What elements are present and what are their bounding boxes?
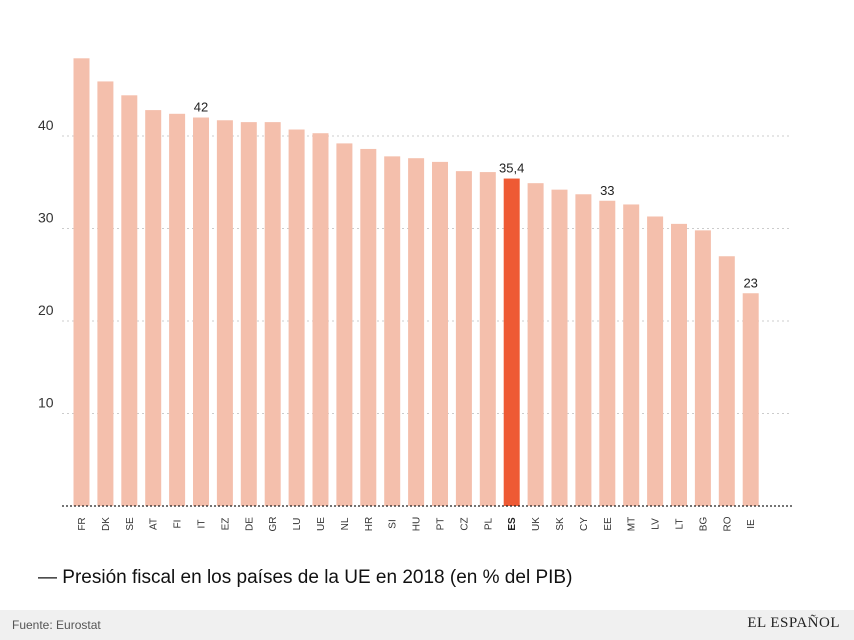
x-tick-label-lv: LV [651,518,662,530]
bar-es [503,178,520,507]
bar-se [121,95,138,507]
x-tick-label-cy: CY [579,517,590,531]
bar-bg [694,230,711,506]
data-label-it: 42 [194,100,208,115]
footer-bar: Fuente: Eurostat EL ESPAÑOL [0,610,854,640]
bar-hr [360,148,377,506]
x-tick-label-pl: PL [483,517,494,530]
y-tick-label-30: 30 [38,210,54,226]
bar-de [240,122,257,506]
bar-gr [264,122,281,506]
x-tick-label-hr: HR [364,517,375,531]
x-tick-label-fi: FI [173,520,184,529]
bar-dk [97,81,114,507]
bar-lu [288,129,305,506]
bar-at [145,110,162,506]
bar-sk [551,189,568,506]
bar-hu [408,158,425,506]
x-tick-label-lu: LU [292,518,303,531]
x-tick-label-fr: FR [77,517,88,530]
bar-chart: 10 20 30 40 FR DK SE AT FI IT EZ DE GR LU UE NL HR SI HU P… [38,58,792,532]
bar-fi [169,113,186,507]
y-tick-label-10: 10 [38,395,54,411]
bar-si [384,156,401,506]
y-tick-label-40: 40 [38,117,54,133]
x-tick-label-uk: UK [531,517,542,531]
brand-logo: EL ESPAÑOL [747,615,840,631]
x-tick-label-sk: SK [555,517,566,531]
bar-lt [671,223,687,506]
bar-pt [432,161,448,506]
bar-ue [312,133,329,506]
x-tick-label-se: SE [125,517,136,531]
x-tick-label-mt: MT [627,517,638,531]
x-tick-label-hu: HU [412,517,423,531]
data-label-es: 35,4 [499,161,524,176]
y-tick-label-20: 20 [38,302,54,318]
x-tick-label-dk: DK [101,517,112,531]
bar-mt [623,204,640,506]
bar-pl [479,172,496,506]
bar-cy [575,194,592,506]
x-tick-label-nl: NL [340,517,351,530]
bar-it [193,117,209,506]
x-tick-label-it: IT [197,520,208,529]
chart-title: — Presión fiscal en los países de la UE … [38,567,573,588]
x-tick-label-ro: RO [722,516,733,531]
data-labels: 42 35,4 33 23 [194,100,758,291]
x-tick-label-ue: UE [316,517,327,531]
x-tick-label-ee: EE [603,517,614,531]
bar-nl [336,143,353,506]
bar-ez [216,120,233,507]
bar-uk [527,183,544,507]
x-tick-label-gr: GR [268,517,279,532]
bar-ro [718,256,735,506]
y-axis-ticks: 10 20 30 40 [38,117,54,411]
x-tick-label-cz: CZ [459,517,470,530]
x-axis-ticks: FR DK SE AT FI IT EZ DE GR LU UE NL HR SI HU PT CZ PL ES UK… [77,516,757,531]
x-tick-label-de: DE [244,517,255,531]
bar-lv [647,216,664,506]
source-note: Fuente: Eurostat [12,618,101,632]
x-tick-label-bg: BG [698,517,709,532]
data-label-ee: 33 [600,183,614,198]
x-tick-label-si: SI [388,519,399,528]
bar-ie [742,293,759,506]
x-tick-label-ie: IE [746,519,757,529]
x-tick-label-es: ES [507,517,518,531]
x-tick-label-lt: LT [675,519,686,530]
bars [73,58,759,507]
bar-cz [455,171,472,506]
bar-fr [73,58,90,507]
bar-ee [599,200,616,506]
x-tick-label-at: AT [149,518,160,530]
x-tick-label-pt: PT [436,518,447,531]
data-label-ie: 23 [743,275,757,290]
x-tick-label-ez: EZ [220,518,231,531]
